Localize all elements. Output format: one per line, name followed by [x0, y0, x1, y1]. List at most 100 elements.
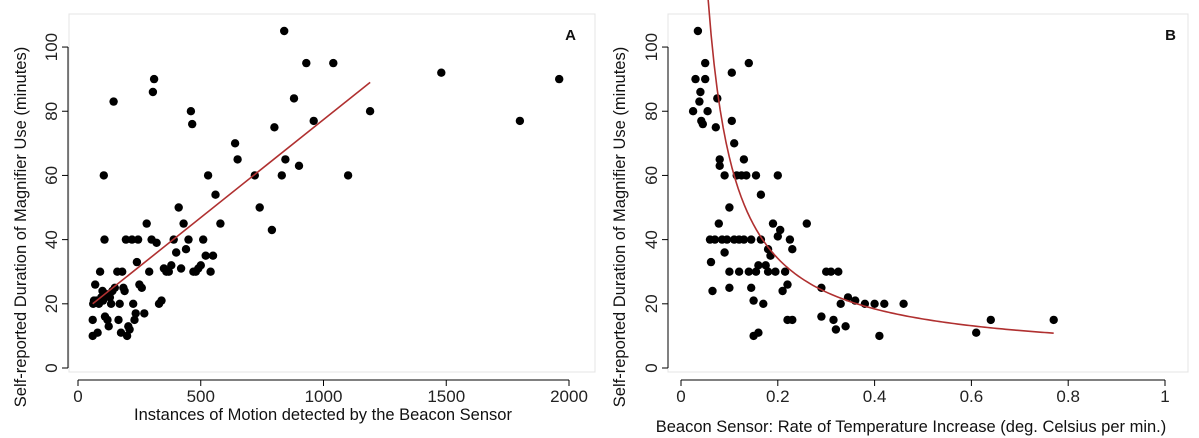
data-point — [233, 155, 242, 164]
panel-a-x-axis-label: Instances of Motion detected by the Beac… — [134, 406, 512, 424]
data-point — [763, 245, 773, 254]
data-point — [761, 261, 770, 270]
data-point — [742, 171, 751, 180]
data-point — [880, 299, 889, 308]
data-point — [780, 267, 790, 276]
data-point — [714, 219, 723, 228]
y-tick-label: 100 — [42, 33, 61, 61]
x-tick-label: 0.6 — [960, 387, 984, 406]
panel-b-frame — [667, 13, 1189, 373]
data-point — [206, 267, 215, 276]
data-point — [710, 235, 720, 244]
panel-b-x-axis-label: Beacon Sensor: Rate of Temperature Incre… — [656, 418, 1167, 436]
data-point — [114, 315, 123, 325]
data-point — [280, 26, 289, 36]
data-point — [720, 248, 729, 257]
data-point — [131, 309, 140, 318]
data-point — [172, 248, 181, 257]
data-point — [120, 286, 129, 296]
x-tick-label: 1500 — [427, 387, 465, 406]
data-point — [188, 119, 197, 129]
data-point — [95, 267, 105, 276]
data-point — [826, 267, 836, 276]
data-point — [437, 68, 446, 77]
x-tick-label: 1 — [1160, 387, 1169, 406]
data-point — [711, 123, 720, 132]
data-point — [756, 190, 766, 199]
data-point — [836, 299, 845, 308]
data-point — [720, 171, 729, 180]
data-point — [778, 286, 787, 296]
data-point — [785, 235, 795, 244]
data-point — [267, 225, 277, 235]
data-point — [754, 328, 763, 337]
data-point — [133, 235, 143, 244]
data-point — [1049, 315, 1058, 325]
panel-a-y-axis-label: Self-reported Duration of Magnifier Use … — [12, 47, 30, 407]
data-point — [739, 155, 749, 164]
data-point — [91, 280, 100, 289]
data-point — [148, 87, 158, 97]
data-point — [88, 315, 97, 325]
data-point — [771, 267, 780, 276]
data-point — [727, 116, 736, 126]
data-point — [255, 203, 264, 212]
data-point — [294, 161, 304, 170]
data-point — [110, 283, 120, 292]
data-point — [701, 74, 710, 84]
y-tick-label: 40 — [642, 230, 661, 249]
y-tick-label: 80 — [42, 102, 61, 121]
data-point — [817, 312, 826, 321]
data-point — [759, 299, 768, 308]
panel-a-points — [88, 26, 564, 341]
y-tick-label: 20 — [642, 294, 661, 313]
data-point — [715, 161, 724, 170]
data-point — [302, 58, 311, 68]
data-point — [174, 203, 183, 212]
fit-line — [707, 0, 1054, 334]
data-point — [727, 68, 736, 77]
data-point — [788, 315, 797, 325]
data-point — [121, 235, 131, 244]
panel-b-y-axis-label: Self-reported Duration of Magnifier Use … — [611, 47, 629, 407]
x-tick-label: 0 — [73, 387, 82, 406]
data-point — [751, 171, 761, 180]
data-point — [688, 107, 698, 116]
y-tick-label: 40 — [42, 230, 61, 249]
data-point — [555, 74, 564, 84]
data-point — [747, 283, 756, 292]
data-point — [730, 139, 739, 148]
data-point — [140, 309, 149, 318]
data-point — [122, 331, 132, 341]
panel-b-points — [688, 26, 1058, 341]
data-point — [734, 267, 744, 276]
panel-b-axes: 0 20 40 60 80 100 0 0.2 0.4 0.6 0.8 1 — [642, 33, 1170, 406]
data-point — [725, 203, 734, 212]
data-point — [744, 58, 753, 68]
data-point — [749, 296, 758, 305]
data-point — [103, 315, 112, 325]
data-point — [703, 107, 712, 116]
data-point — [130, 315, 139, 325]
data-point — [768, 219, 778, 228]
data-point — [708, 286, 717, 296]
data-point — [773, 171, 782, 180]
data-point — [715, 155, 724, 164]
data-point — [693, 26, 703, 36]
data-point — [870, 299, 879, 308]
data-point — [722, 235, 732, 244]
data-point — [145, 267, 154, 276]
data-point — [289, 94, 299, 103]
y-tick-label: 20 — [42, 294, 61, 313]
data-point — [105, 293, 115, 302]
x-tick-label: 0 — [676, 387, 685, 406]
data-point — [199, 235, 208, 244]
data-point — [106, 299, 116, 308]
y-tick-label: 60 — [42, 166, 61, 185]
data-point — [725, 283, 734, 292]
data-point — [176, 264, 186, 273]
data-point — [208, 251, 218, 260]
data-point — [365, 107, 375, 116]
